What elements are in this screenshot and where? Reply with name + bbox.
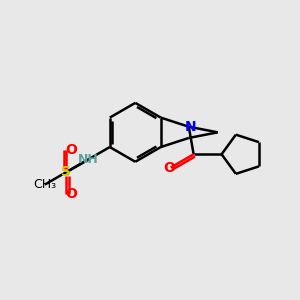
Text: O: O: [65, 143, 77, 157]
Text: CH₃: CH₃: [33, 178, 56, 191]
Text: O: O: [163, 160, 175, 175]
Text: N: N: [184, 120, 196, 134]
Text: O: O: [65, 187, 77, 201]
Text: S: S: [61, 165, 71, 179]
Text: NH: NH: [78, 153, 98, 166]
